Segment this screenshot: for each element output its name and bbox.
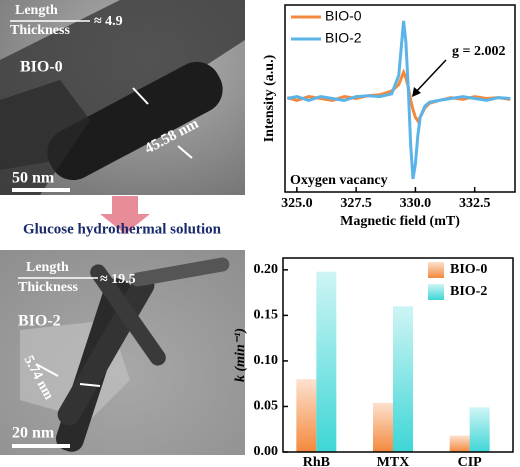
bar (469, 407, 490, 452)
caption: Glucose hydrothermal solution (23, 221, 222, 237)
x-axis-label: Magnetic field (mT) (340, 214, 460, 229)
plot-frame (282, 257, 514, 453)
bar (296, 379, 317, 452)
legend-swatch (428, 262, 444, 278)
ratio-top: Length (15, 3, 58, 18)
y-tick-label: 0.10 (254, 353, 279, 368)
sample-label: BIO-2 (18, 313, 61, 330)
ratio-value: ≈ 19.5 (100, 272, 136, 287)
y-tick-label: 0.00 (254, 444, 279, 459)
scale-label: 20 nm (12, 425, 55, 442)
x-tick-label: 332.5 (459, 196, 491, 211)
process-arrow (100, 196, 150, 234)
y-tick-label: 0.15 (254, 308, 279, 323)
legend-label: BIO-0 (450, 262, 487, 277)
annotation-arrow (413, 59, 447, 95)
x-tick-label: RhB (303, 455, 330, 467)
y-tick-label: 0.05 (254, 399, 279, 414)
tem-image: Length Thickness ≈ 19.5 BIO-2 5.74 nm 20… (0, 250, 245, 455)
ratio-bottom: Thickness (18, 280, 78, 295)
x-tick-label: 330.0 (400, 196, 432, 211)
x-tick-label: 325.0 (281, 196, 313, 211)
bar (316, 271, 337, 452)
plot-frame (284, 4, 516, 193)
legend-label: BIO-2 (450, 284, 487, 299)
annotation: Oxygen vacancy (290, 173, 388, 188)
tem-image: Length Thickness ≈ 4.9 BIO-0 45.58 nm 50… (0, 0, 245, 195)
y-tick-label: 0.20 (254, 262, 279, 277)
annotation-arrowhead (412, 87, 421, 97)
x-tick-label: 327.5 (340, 196, 372, 211)
y-axis-label: k (min⁻¹) (233, 328, 248, 382)
x-tick-label: CIP (458, 455, 483, 467)
legend-label: BIO-0 (325, 8, 362, 24)
bar (449, 435, 470, 452)
bar (373, 402, 393, 452)
y-axis-label: Intensity (a.u.) (262, 54, 277, 142)
annotation: g = 2.002 (452, 44, 505, 59)
legend-label: BIO-2 (325, 30, 362, 46)
legend-swatch (428, 284, 444, 300)
data-line (287, 20, 511, 180)
ratio-value: ≈ 4.9 (94, 14, 123, 29)
ratio-top: Length (26, 260, 69, 275)
x-tick-label: MTX (377, 455, 410, 467)
scale-label: 50 nm (12, 170, 55, 187)
sample-label: BIO-0 (20, 59, 63, 76)
ratio-bottom: Thickness (10, 23, 70, 38)
bar (393, 306, 413, 452)
